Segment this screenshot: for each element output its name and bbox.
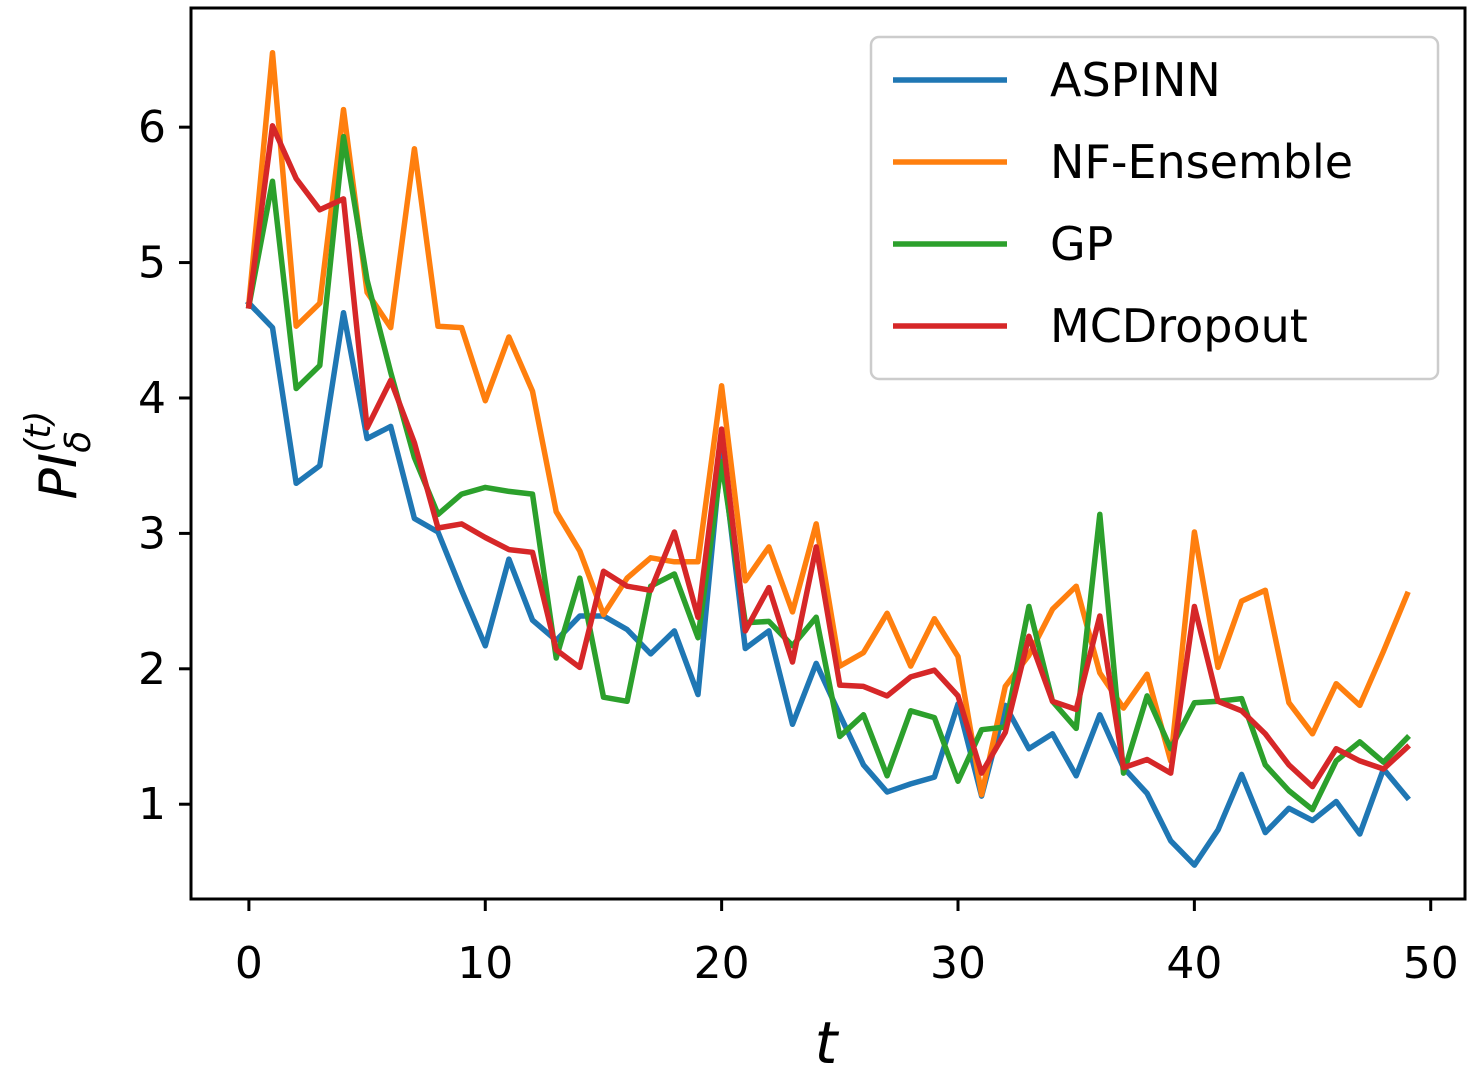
legend-entries: ASPINN NF-Ensemble GP MCDropout [893, 53, 1353, 353]
y-axis-ticks: 1 2 3 4 5 6 [138, 102, 191, 830]
y-axis-label: PIδ(t) [18, 411, 99, 500]
x-tick-label: 50 [1403, 938, 1459, 989]
x-tick-label: 40 [1166, 938, 1222, 989]
y-tick-label: 5 [138, 238, 166, 289]
series-layer [245, 49, 1411, 868]
legend-label: GP [1050, 217, 1113, 271]
y-axis-label-base: PI [29, 453, 89, 500]
y-tick-label: 1 [138, 779, 166, 830]
series-line-mcdropout [245, 123, 1411, 790]
legend-label: NF-Ensemble [1050, 135, 1353, 189]
y-tick-label: 4 [138, 373, 166, 424]
x-tick-label: 20 [694, 938, 750, 989]
y-axis-label-sub: δ [58, 431, 99, 453]
y-tick-label: 3 [138, 508, 166, 559]
y-axis-label-sup: (t) [18, 411, 59, 453]
legend-label: MCDropout [1050, 299, 1308, 353]
plot-frame [189, 6, 1467, 901]
x-axis-label: t [815, 1009, 840, 1077]
y-tick-label: 2 [138, 644, 166, 695]
x-axis-ticks: 0 10 20 30 40 50 [235, 899, 1459, 989]
x-tick-label: 0 [235, 938, 263, 989]
x-tick-label: 10 [457, 938, 513, 989]
series-line-nf-ensemble [245, 49, 1411, 798]
legend-label: ASPINN [1050, 53, 1221, 107]
legend: ASPINN NF-Ensemble GP MCDropout [869, 35, 1440, 381]
x-tick-label: 30 [930, 938, 986, 989]
legend-box [869, 35, 1440, 381]
y-tick-label: 6 [138, 102, 166, 153]
series-line-gp [245, 133, 1411, 813]
